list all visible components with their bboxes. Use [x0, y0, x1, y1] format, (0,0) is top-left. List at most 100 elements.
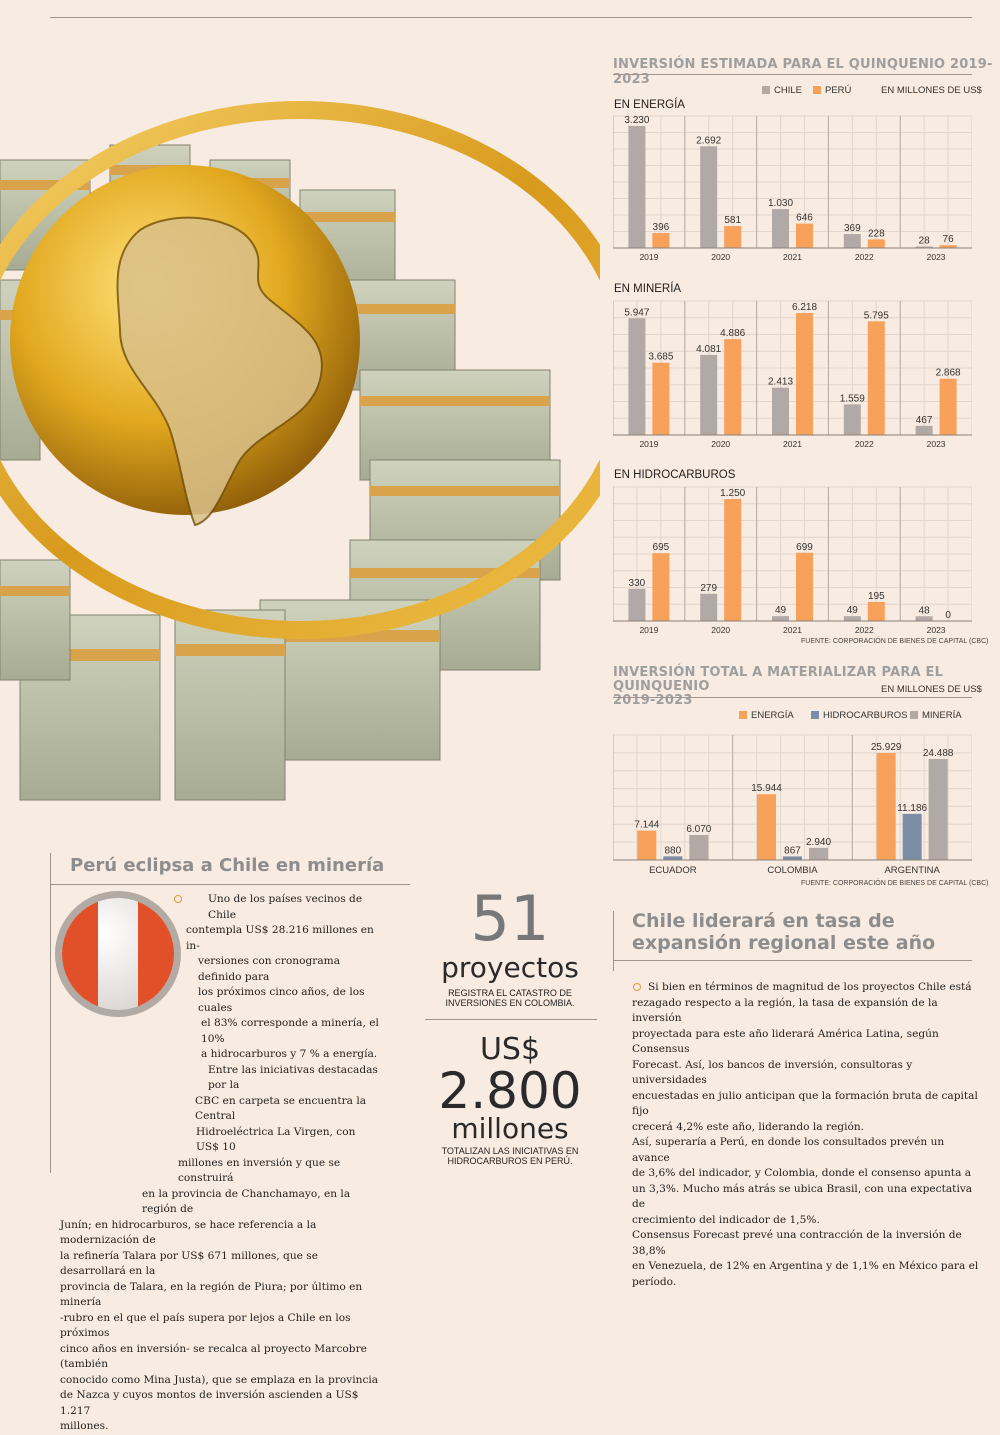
data-label: 369	[844, 223, 861, 234]
stat-projects-unit: proyectos	[441, 951, 579, 984]
legend-hidrocarburos: HIDROCARBUROS	[811, 710, 907, 721]
title-rule-2	[613, 697, 972, 698]
story-left-line: contempla US$ 28.216 millones en in-	[186, 924, 374, 952]
x-tick-label: 2020	[711, 252, 730, 262]
x-tick-label: 2023	[927, 252, 946, 262]
legend-peru: PERÚ	[813, 85, 851, 96]
story-right-body: Si bien en términos de magnitud de los p…	[632, 980, 982, 1290]
story-left-body: Uno de los países vecinos de Chile conte…	[60, 892, 380, 1435]
story-right-line: Forecast. Así, los bancos de inversión, …	[632, 1058, 913, 1087]
data-label: 24.488	[923, 748, 954, 759]
x-tick-label: 2022	[855, 252, 874, 262]
stats-divider	[425, 1019, 597, 1020]
story-left-line: Entre las iniciativas destacadas por la	[208, 1063, 378, 1092]
story-right-line: Así, superaría a Perú, en donde los cons…	[632, 1136, 945, 1164]
story-left-line: Hidroeléctrica La Virgen, con US$ 10	[196, 1125, 356, 1154]
bar-energía-ecuador	[637, 830, 657, 860]
legend-mineria-swatch	[910, 711, 918, 720]
legend-chile-label: CHILE	[774, 85, 802, 96]
data-label: 1.250	[720, 488, 745, 499]
legend-mineria-label: MINERÍA	[922, 710, 962, 721]
x-tick-label: 2021	[783, 625, 802, 635]
chart-energia-title: EN ENERGÍA	[614, 99, 685, 111]
data-label: 28	[919, 236, 931, 247]
story-left-line: Junín; en hidrocarburos, se hace referen…	[60, 1218, 317, 1247]
story-left-title: Perú eclipsa a Chile en minería	[70, 855, 385, 876]
story-left-line: de Nazca y cuyos montos de inversión asc…	[60, 1389, 359, 1417]
stat-amount-caption-line1: TOTALIZAN LAS INICIATIVAS EN	[441, 1146, 579, 1156]
bar-perú-2022	[867, 321, 885, 435]
bar-energía-colombia	[757, 794, 776, 860]
x-tick-label: 2019	[639, 439, 658, 449]
bar-chile-2023	[915, 616, 933, 621]
stat-projects-caption-line1: REGISTRA EL CATASTRO DE	[448, 988, 572, 998]
data-label: 1.559	[840, 393, 865, 404]
stat-amount-caption: TOTALIZAN LAS INICIATIVAS EN HIDROCARBUR…	[425, 1146, 595, 1166]
bar-chile-2019	[628, 318, 646, 435]
data-label: 0	[945, 610, 951, 621]
story-right-title-line1: Chile liderará en tasa de	[632, 910, 895, 932]
bar-chile-2020	[700, 593, 718, 621]
golden-ring	[0, 101, 600, 639]
data-label: 3.685	[648, 352, 673, 363]
x-tick-label: ARGENTINA	[884, 865, 940, 876]
stat-projects-caption-line2: INVERSIONES EN COLOMBIA.	[445, 998, 575, 1008]
chart-mineria: 5.947 3.685 2019 4.081 4.886 2020 2.413 6.218 20…	[613, 300, 972, 449]
data-label: 396	[653, 222, 670, 233]
stat-amount-prefix: US$	[479, 1032, 541, 1067]
legend-energia-swatch	[739, 711, 747, 720]
stat-projects-caption: REGISTRA EL CATASTRO DE INVERSIONES EN C…	[425, 988, 595, 1008]
data-label: 49	[775, 605, 787, 616]
bar-chile-2022	[843, 404, 861, 435]
data-label: 467	[916, 415, 933, 426]
x-tick-label: 2023	[927, 439, 946, 449]
data-label: 76	[943, 234, 955, 245]
story-left-line: conocido como Mina Justa), que se emplaz…	[60, 1373, 379, 1386]
data-label: 581	[724, 215, 741, 226]
story-left-line: CBC en carpeta se encuentra la Central	[195, 1094, 367, 1123]
bar-chile-2020	[700, 354, 718, 435]
total-chart-title-line1: INVERSIÓN TOTAL A MATERIALIZAR PARA EL Q…	[613, 665, 944, 694]
bar-perú-2022	[867, 601, 885, 621]
data-label: 49	[847, 605, 859, 616]
x-tick-label: 2020	[711, 439, 730, 449]
data-label: 11.186	[897, 803, 927, 814]
data-label: 646	[796, 213, 813, 224]
bar-energía-argentina	[876, 753, 896, 860]
legend-peru-swatch	[813, 86, 821, 95]
data-label: 6.218	[792, 302, 817, 313]
bar-chile-2021	[772, 387, 789, 435]
x-tick-label: 2022	[855, 439, 874, 449]
story-left-line: Uno de los países vecinos de Chile	[60, 892, 380, 923]
bar-perú-2023	[939, 378, 957, 435]
source-note-2: FUENTE: CORPORACIÓN DE BIENES DE CAPITAL…	[801, 880, 989, 887]
legend-chile: CHILE	[762, 85, 802, 96]
stat-amount-caption-line2: HIDROCARBUROS EN PERÚ.	[447, 1156, 573, 1166]
story-left-line: provincia de Talara, en la región de Piu…	[60, 1280, 363, 1309]
peru-flag-ball-icon	[55, 891, 181, 1017]
x-tick-label: 2020	[711, 625, 730, 635]
story-left-line: los próximos cinco años, de los cuales	[198, 986, 365, 1014]
globe	[10, 165, 360, 527]
data-label: 880	[664, 845, 681, 856]
chart-mineria-title: EN MINERÍA	[614, 283, 682, 295]
data-label: 330	[629, 578, 646, 589]
legend-energia-label: ENERGÍA	[751, 710, 794, 721]
bar-perú-2019	[652, 553, 670, 621]
legend-chile-swatch	[762, 86, 770, 95]
bar-perú-2022	[867, 239, 885, 248]
story-right-title-line2: expansión regional este año	[632, 932, 936, 954]
title-rule	[613, 74, 972, 75]
story-right-line: en Venezuela, de 12% en Argentina y de 1…	[632, 1260, 979, 1272]
story-right-line: crecerá 4,2% este año, liderando la regi…	[632, 1120, 865, 1133]
story-left-line: millones.	[60, 1420, 109, 1432]
units-label: EN MILLONES DE US$	[881, 85, 982, 96]
data-label: 4.886	[720, 328, 745, 339]
data-label: 7.144	[634, 820, 659, 831]
legend-hidrocarburos-swatch	[811, 711, 819, 720]
story-right-line: proyectada para este año liderará Améric…	[632, 1027, 939, 1056]
bar-chile-2022	[843, 616, 861, 621]
bar-perú-2020	[724, 226, 742, 248]
data-label: 2.940	[806, 837, 831, 848]
